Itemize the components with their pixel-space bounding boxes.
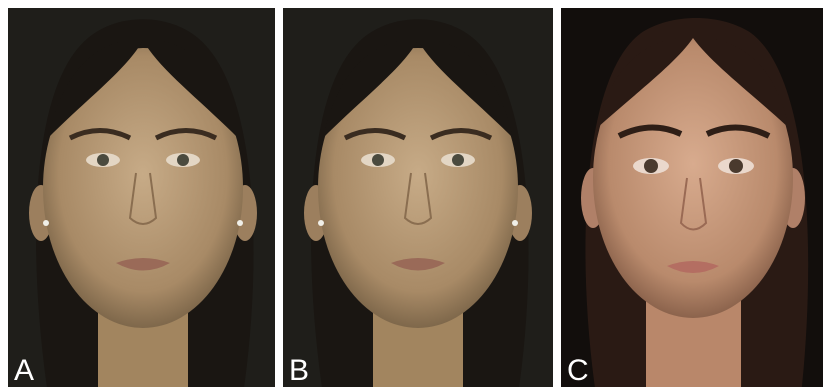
photo-panel: B <box>283 8 553 387</box>
panel-label: B <box>289 354 309 387</box>
panel-label: A <box>14 354 34 387</box>
panel-label: C <box>567 354 589 387</box>
photo-panel: A <box>8 8 275 387</box>
figure: A B C <box>0 0 830 387</box>
photo-panel: C <box>561 8 823 387</box>
